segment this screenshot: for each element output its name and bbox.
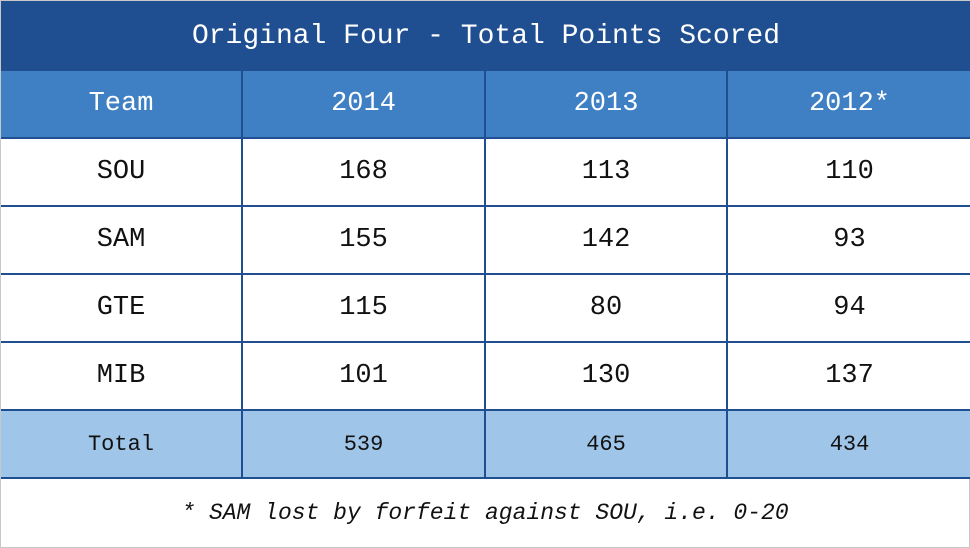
column-header: Team <box>1 71 243 139</box>
total-cell: 465 <box>486 411 728 479</box>
table-cell: 101 <box>243 343 486 411</box>
table-cell: GTE <box>1 275 243 343</box>
table-cell: 80 <box>486 275 728 343</box>
table-cell: SOU <box>1 139 243 207</box>
total-cell: 434 <box>728 411 970 479</box>
table-cell: 137 <box>728 343 970 411</box>
table-cell: 155 <box>243 207 486 275</box>
table-cell: 113 <box>486 139 728 207</box>
table-cell: 130 <box>486 343 728 411</box>
table-cell: SAM <box>1 207 243 275</box>
footnote: * SAM lost by forfeit against SOU, i.e. … <box>181 500 789 526</box>
column-header: 2014 <box>243 71 486 139</box>
total-cell: 539 <box>243 411 486 479</box>
total-cell: Total <box>1 411 243 479</box>
table-cell: 93 <box>728 207 970 275</box>
column-header: 2012* <box>728 71 970 139</box>
table-cell: 94 <box>728 275 970 343</box>
table-cell: 110 <box>728 139 970 207</box>
table-cell: 168 <box>243 139 486 207</box>
column-header: 2013 <box>486 71 728 139</box>
table-title: Original Four - Total Points Scored <box>1 1 970 71</box>
table-cell: 142 <box>486 207 728 275</box>
table-cell: MIB <box>1 343 243 411</box>
table-cell: 115 <box>243 275 486 343</box>
